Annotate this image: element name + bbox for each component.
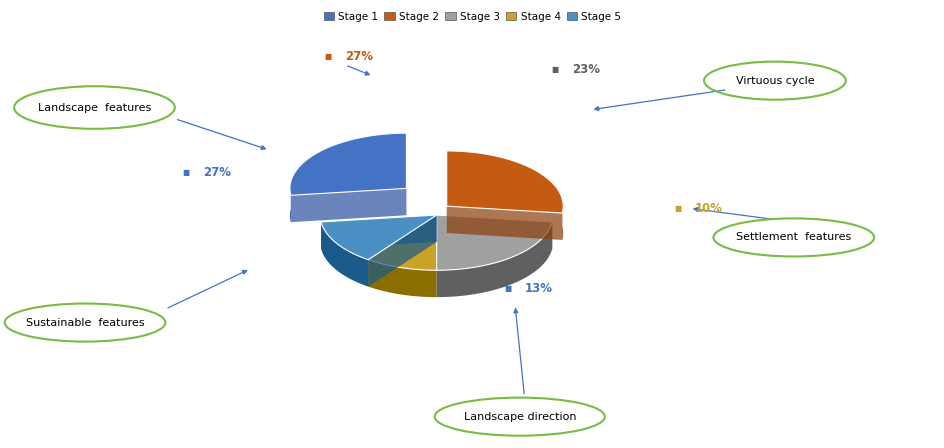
Polygon shape bbox=[436, 215, 551, 270]
Text: Settlement  features: Settlement features bbox=[735, 233, 851, 242]
Text: ■: ■ bbox=[182, 168, 190, 177]
Text: Landscape  features: Landscape features bbox=[38, 103, 151, 112]
Polygon shape bbox=[368, 215, 436, 287]
Text: ■: ■ bbox=[550, 65, 558, 74]
Text: ■: ■ bbox=[324, 52, 331, 60]
Polygon shape bbox=[321, 222, 368, 287]
Polygon shape bbox=[368, 215, 436, 287]
Polygon shape bbox=[436, 222, 551, 297]
Polygon shape bbox=[290, 133, 406, 195]
Text: 13%: 13% bbox=[524, 282, 552, 296]
Polygon shape bbox=[436, 215, 551, 249]
Text: Sustainable  features: Sustainable features bbox=[25, 318, 144, 327]
Text: Virtuous cycle: Virtuous cycle bbox=[734, 76, 814, 86]
Text: Landscape direction: Landscape direction bbox=[463, 412, 576, 422]
Polygon shape bbox=[321, 215, 436, 249]
Text: 27%: 27% bbox=[345, 49, 373, 63]
Polygon shape bbox=[291, 188, 406, 222]
Polygon shape bbox=[562, 199, 563, 240]
Polygon shape bbox=[368, 260, 436, 297]
Polygon shape bbox=[447, 151, 563, 213]
Polygon shape bbox=[368, 215, 436, 270]
Text: 10%: 10% bbox=[694, 202, 722, 215]
Polygon shape bbox=[447, 206, 562, 240]
Polygon shape bbox=[321, 215, 436, 260]
Text: ■: ■ bbox=[503, 284, 511, 293]
Text: 27%: 27% bbox=[203, 166, 231, 179]
Text: ■: ■ bbox=[673, 204, 681, 213]
Legend: Stage 1, Stage 2, Stage 3, Stage 4, Stage 5: Stage 1, Stage 2, Stage 3, Stage 4, Stag… bbox=[319, 8, 625, 26]
Polygon shape bbox=[290, 181, 291, 222]
Text: 23%: 23% bbox=[571, 63, 599, 76]
